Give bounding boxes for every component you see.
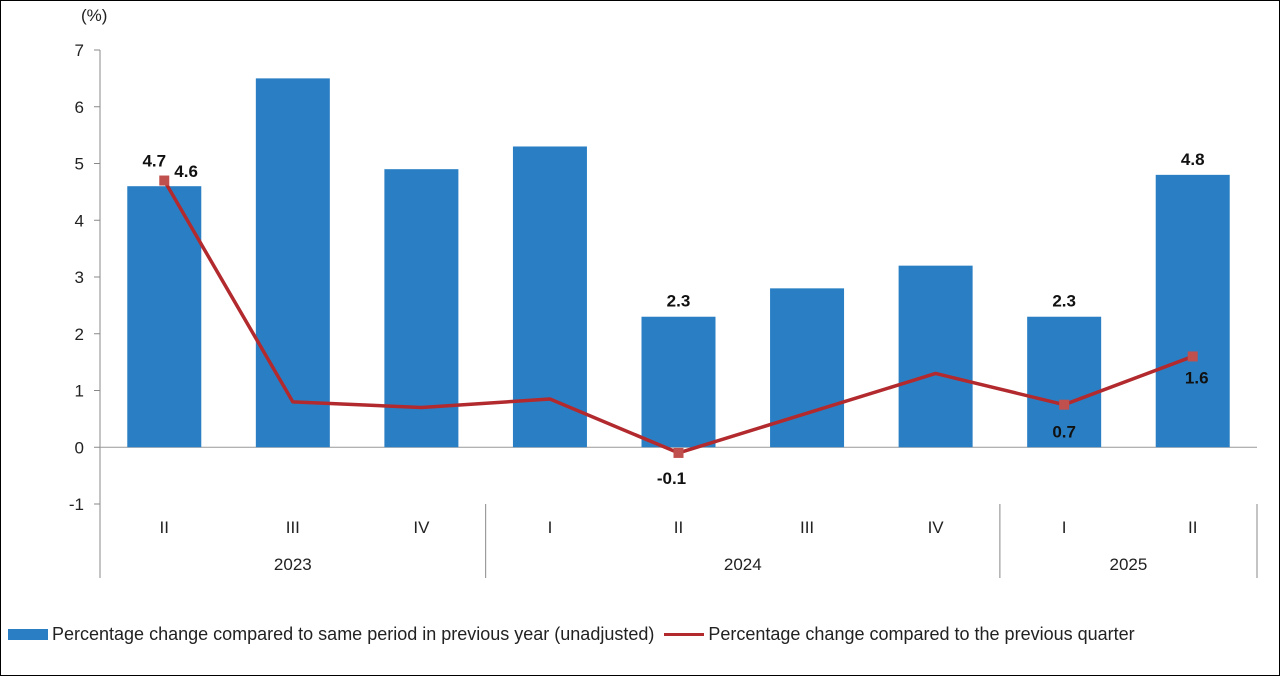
line-data-label: -0.1	[657, 469, 686, 488]
bar	[1027, 316, 1102, 448]
x-category-label: II	[1188, 518, 1197, 537]
legend-line-label: Percentage change compared to the previo…	[708, 624, 1135, 644]
x-group-label: 2024	[724, 555, 762, 574]
legend-line-swatch	[664, 633, 705, 636]
bar	[770, 288, 845, 448]
bar	[1155, 174, 1230, 448]
line-marker	[1187, 351, 1198, 362]
x-category-label: I	[1062, 518, 1067, 537]
y-tick-label: 2	[75, 325, 84, 344]
bar-data-label: 2.3	[667, 292, 691, 311]
bar	[898, 265, 973, 448]
x-category-label: I	[548, 518, 553, 537]
x-category-label: IV	[928, 518, 945, 537]
y-tick-label: 4	[75, 211, 84, 230]
bar	[255, 78, 330, 448]
bar-data-label: 4.8	[1181, 150, 1205, 169]
line-data-label: 0.7	[1052, 423, 1076, 442]
bar	[384, 169, 459, 448]
bar	[641, 316, 716, 448]
y-axis-unit-label: (%)	[81, 6, 107, 25]
y-tick-label: 3	[75, 268, 84, 287]
legend-item-line: Percentage change compared to the previo…	[654, 624, 1135, 645]
bar-data-label: 2.3	[1052, 292, 1076, 311]
y-tick-label: 7	[75, 41, 84, 60]
y-tick-label: 5	[75, 155, 84, 174]
x-category-label: II	[160, 518, 169, 537]
legend-bar-label: Percentage change compared to same perio…	[52, 624, 655, 644]
x-group-label: 2025	[1110, 555, 1148, 574]
x-category-label: II	[674, 518, 683, 537]
legend-bar-swatch	[8, 629, 48, 640]
legend: Percentage change compared to same perio…	[8, 624, 1135, 645]
y-tick-label: 0	[75, 438, 84, 457]
line-marker	[673, 447, 684, 458]
legend-item-bar: Percentage change compared to same perio…	[8, 624, 654, 645]
y-tick-label: -1	[69, 495, 84, 514]
bar-data-label: 4.6	[174, 162, 198, 181]
line-marker	[159, 175, 170, 186]
line-data-label: 1.6	[1185, 368, 1209, 387]
y-tick-label: 6	[75, 98, 84, 117]
line-marker	[1059, 399, 1070, 410]
line-data-label: 4.7	[142, 152, 166, 171]
x-category-label: III	[800, 518, 814, 537]
bar	[512, 146, 587, 448]
y-tick-label: 1	[75, 382, 84, 401]
x-group-label: 2023	[274, 555, 312, 574]
x-category-label: III	[286, 518, 300, 537]
bar	[127, 186, 202, 448]
x-category-label: IV	[413, 518, 430, 537]
